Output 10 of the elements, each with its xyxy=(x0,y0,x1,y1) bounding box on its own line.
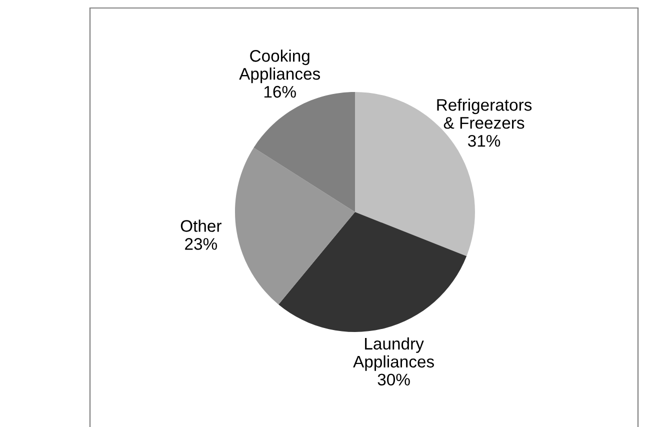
slice-label: Cooking Appliances xyxy=(239,50,320,84)
data-label: 23% xyxy=(185,238,218,250)
slice-label: Other xyxy=(180,220,222,232)
data-label: 16% xyxy=(264,86,296,98)
pie-slice xyxy=(278,212,467,332)
data-label: 31% xyxy=(468,134,500,147)
data-label: 30% xyxy=(378,374,410,386)
slice-label: Refrigerators & Freezers xyxy=(437,98,532,129)
pie-slice xyxy=(235,148,355,304)
slice-label: Laundry Appliances xyxy=(353,337,434,371)
